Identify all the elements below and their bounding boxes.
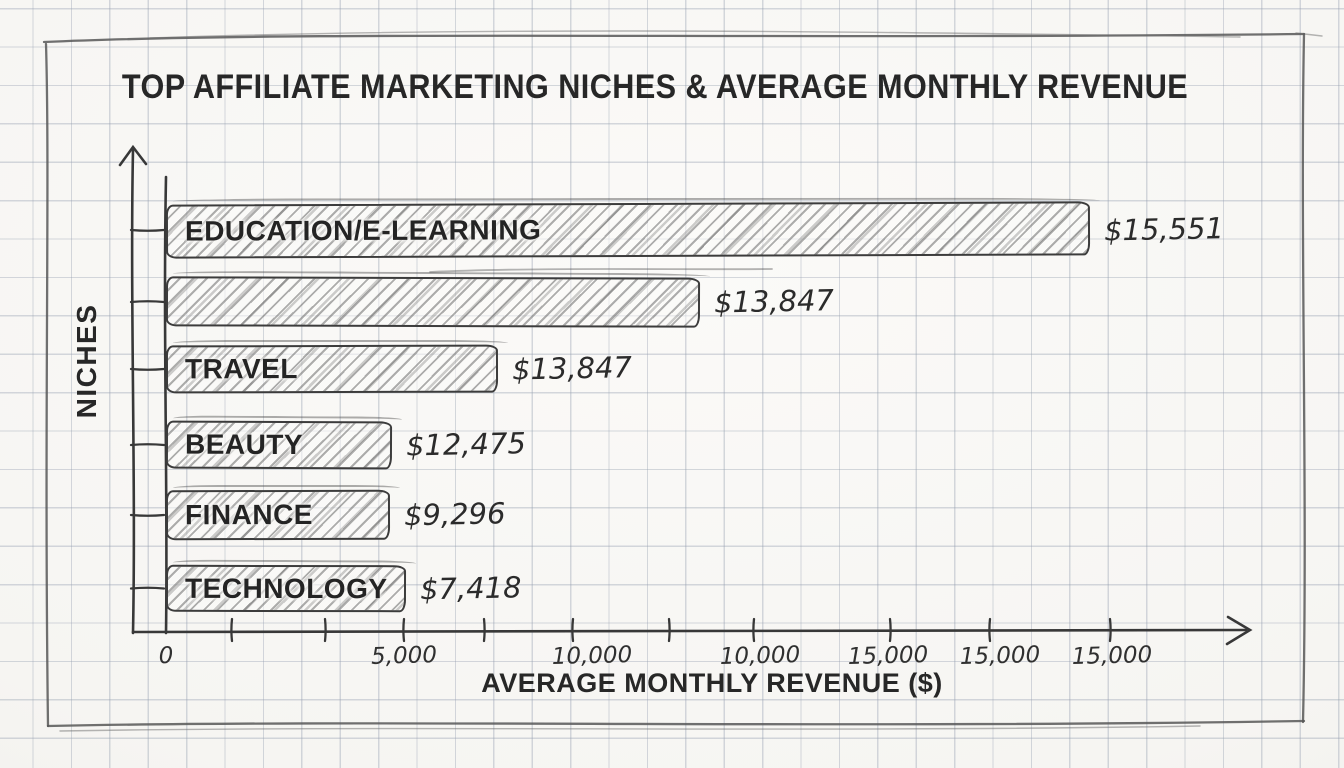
bar-finance: FINANCE (165, 489, 391, 541)
x-axis-tick (571, 617, 575, 643)
x-axis-tick-label: 10,000 (719, 641, 801, 671)
bar-value-label: $15,551 (1103, 211, 1225, 248)
bar-value-label: $13,847 (713, 283, 835, 320)
bar-unlabeled (165, 276, 701, 328)
bar-value-label: $13,847 (511, 350, 633, 387)
bar-beauty: BEAUTY (165, 420, 393, 470)
y-axis-tick (129, 513, 166, 517)
axis-tick-marks (129, 228, 1112, 643)
x-axis-tick (888, 617, 892, 643)
y-axis-line (130, 148, 136, 635)
sketch-frame (42, 30, 1323, 732)
y-axis-tick (129, 443, 166, 447)
x-axis-title: AVERAGE MONTHLY REVENUE ($) (481, 668, 943, 698)
bar-category-label: TRAVEL (184, 353, 298, 385)
x-axis-tick-label: 0 (158, 642, 174, 670)
x-axis-tick-label: 15,000 (847, 641, 929, 671)
x-axis-tick-label: 15,000 (1071, 641, 1153, 671)
x-axis-tick (752, 617, 756, 643)
bar-technology: TECHNOLOGY (165, 564, 407, 613)
y-axis-tick (129, 586, 166, 590)
y-axis-tick (129, 367, 166, 371)
bar-category-label: EDUCATION/E-LEARNING (184, 214, 542, 247)
y-axis-tick (129, 228, 166, 232)
x-axis-tick-label: 10,000 (551, 641, 633, 671)
x-axis-tick-label: 5,000 (370, 642, 438, 670)
bar-value-label: $7,418 (419, 569, 522, 606)
bar-education-e-learning: EDUCATION/E-LEARNING (165, 201, 1091, 259)
y-axis-arrow-icon (118, 144, 148, 167)
x-axis-tick (482, 617, 486, 643)
bar-value-label: $12,475 (405, 426, 527, 463)
bar-category-label: FINANCE (184, 498, 313, 531)
bar-value-label: $9,296 (403, 496, 506, 533)
x-axis-tick (1108, 617, 1112, 643)
x-axis-tick (667, 617, 671, 643)
bar-travel: TRAVEL (165, 344, 499, 394)
stray-pencil-stroke (429, 268, 773, 273)
y-axis-tick (129, 300, 166, 304)
x-axis-tick (402, 617, 406, 643)
bar-category-label: BEAUTY (184, 428, 304, 461)
chart-title: TOP AFFILIATE MARKETING NICHES & AVERAGE… (121, 68, 1189, 106)
x-axis-line (131, 628, 1248, 634)
bar-category-label: TECHNOLOGY (184, 572, 388, 604)
x-axis-tick-label: 15,000 (959, 641, 1041, 671)
y-axis-title: NICHES (71, 303, 102, 419)
x-axis-arrow-icon (1225, 615, 1253, 646)
x-axis-tick (323, 617, 327, 643)
x-axis-tick (230, 617, 234, 643)
x-axis-tick (988, 617, 992, 643)
